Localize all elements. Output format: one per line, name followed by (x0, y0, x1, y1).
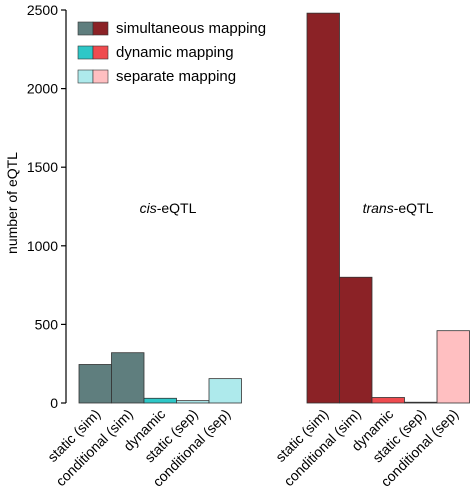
bar-cis-4 (208, 378, 242, 404)
category-labels: static (sim)conditional (sim)dynamicstat… (44, 406, 461, 490)
panel-label-trans: trans-eQTL (363, 200, 434, 216)
bars (78, 12, 470, 404)
y-tick-label-1000: 1000 (27, 238, 58, 254)
bar-cis-1 (111, 352, 145, 404)
bar-trans-4 (436, 330, 470, 404)
bar-trans-3 (404, 401, 438, 404)
y-tick-label-1500: 1500 (27, 159, 58, 175)
y-tick-label-2000: 2000 (27, 81, 58, 97)
legend-swatch-left-1 (77, 45, 94, 60)
panel-label-cis: cis-eQTL (140, 200, 197, 216)
legend-label-0: simultaneous mapping (116, 20, 266, 37)
legend-label-2: separate mapping (116, 68, 236, 85)
y-tick-label-0: 0 (50, 395, 58, 411)
legend-swatch-right-2 (92, 69, 109, 84)
legend-swatch-right-1 (92, 45, 109, 60)
y-tick-label-500: 500 (35, 316, 59, 332)
bar-cis-2 (143, 397, 177, 404)
panel-labels: cis-eQTL trans-eQTL (140, 200, 434, 216)
bar-cis-0 (78, 364, 112, 404)
y-axis-title: number of eQTL (4, 152, 20, 254)
bar-trans-0 (306, 12, 340, 404)
bar-cis-3 (176, 400, 210, 404)
y-tick-label-2500: 2500 (27, 2, 58, 18)
bar-trans-2 (371, 397, 405, 404)
legend-swatch-left-0 (77, 21, 94, 36)
legend-swatch-left-2 (77, 69, 94, 84)
legend-swatch-right-0 (92, 21, 109, 36)
legend-label-1: dynamic mapping (116, 44, 234, 61)
bar-trans-1 (339, 276, 373, 404)
legend: simultaneous mapping dynamic mapping separ… (77, 20, 266, 85)
y-axis: 0 500 1000 1500 2000 2500 (27, 2, 67, 411)
